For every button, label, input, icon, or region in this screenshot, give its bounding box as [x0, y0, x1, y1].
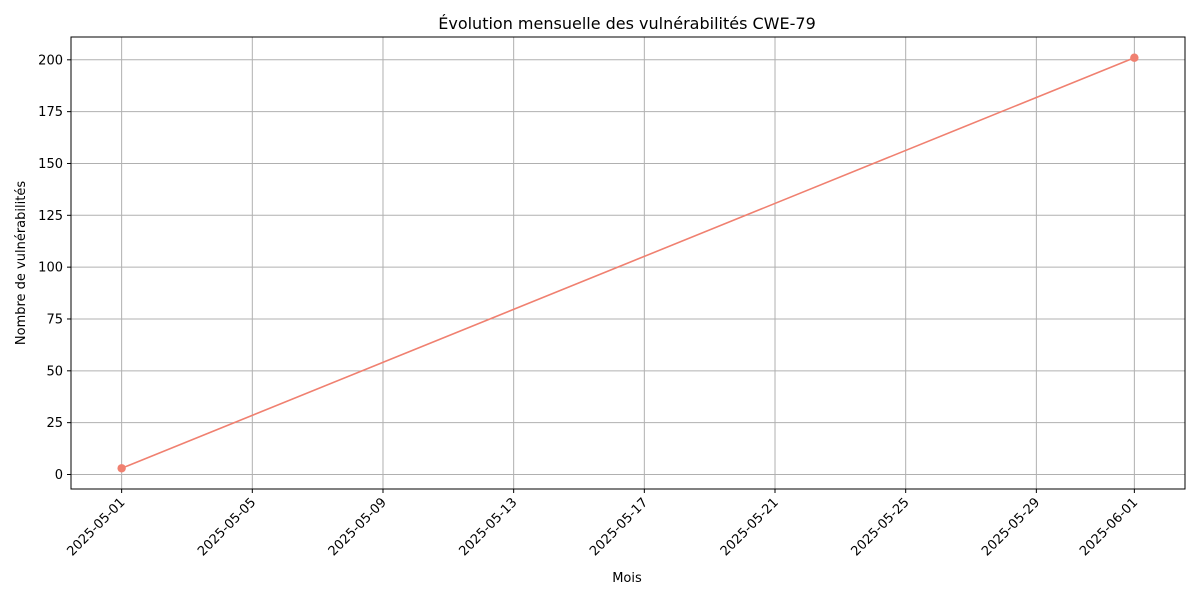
series: [117, 53, 1139, 473]
data-point: [1130, 53, 1139, 62]
y-axis-label: Nombre de vulnérabilités: [14, 181, 29, 345]
x-tick-label: 2025-05-13: [456, 495, 520, 559]
x-tick-label: 2025-05-21: [718, 495, 782, 559]
y-tick-label: 200: [38, 53, 63, 68]
x-tick-label: 2025-05-01: [64, 495, 128, 559]
x-tick-label: 2025-05-05: [195, 495, 259, 559]
plot-frame: [70, 36, 1186, 490]
chart-title: Évolution mensuelle des vulnérabilités C…: [438, 14, 816, 33]
y-tick-label: 25: [46, 416, 63, 431]
x-tick-label: 2025-06-01: [1077, 495, 1141, 559]
y-tick-label: 150: [38, 157, 63, 172]
y-tick-label: 175: [38, 105, 63, 120]
y-tick-label: 50: [46, 364, 63, 379]
y-axis: 0 25 50 75 100 125 150 175 200: [38, 53, 71, 483]
y-tick-label: 0: [55, 468, 63, 483]
y-tick-label: 125: [38, 209, 63, 224]
y-tick-label: 75: [46, 312, 63, 327]
series-line: [121, 56, 1135, 470]
x-tick-label: 2025-05-09: [326, 495, 390, 559]
y-tick-label: 100: [38, 261, 63, 276]
x-tick-label: 2025-05-25: [848, 495, 912, 559]
x-tick-label: 2025-05-17: [587, 495, 651, 559]
grid: [71, 37, 1185, 489]
x-axis-label: Mois: [612, 571, 642, 586]
data-point: [117, 464, 126, 473]
x-axis: 2025-05-01 2025-05-05 2025-05-09 2025-05-13…: [64, 489, 1141, 559]
x-tick-label: 2025-05-29: [979, 495, 1043, 559]
